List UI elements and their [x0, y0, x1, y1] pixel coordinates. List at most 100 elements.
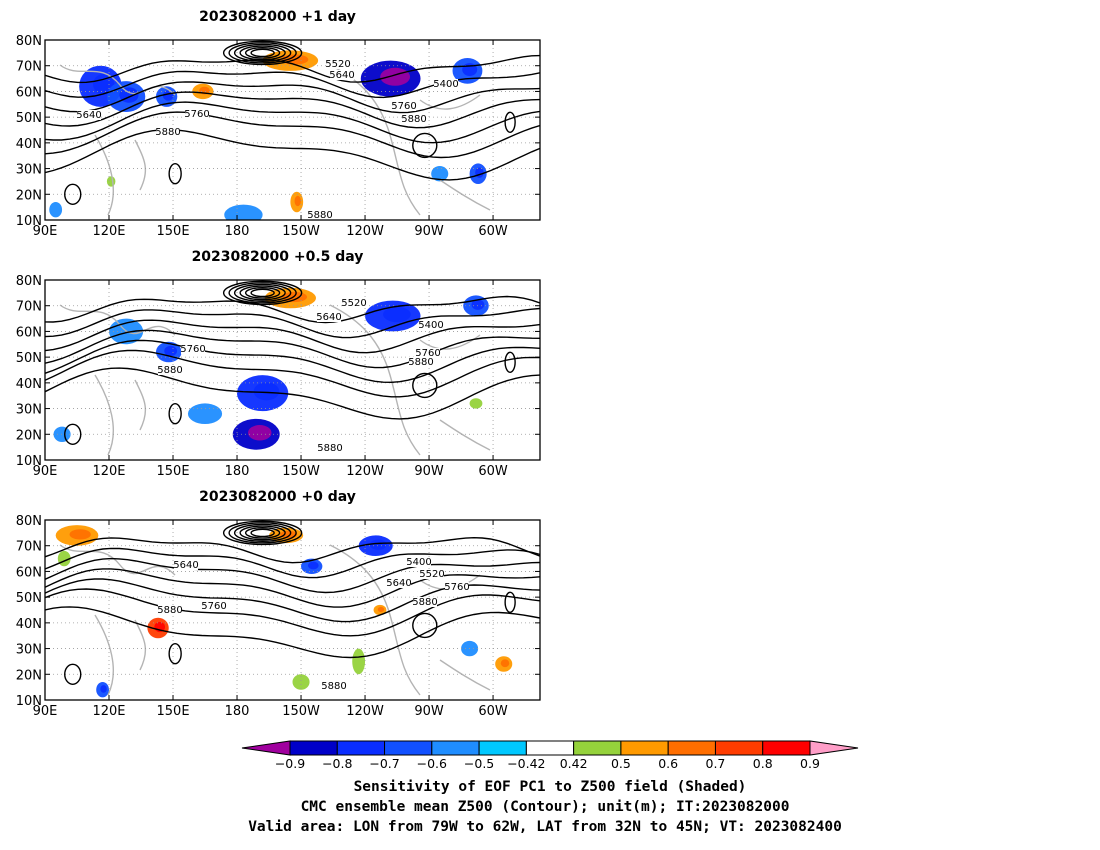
z500-low-contour: [244, 46, 281, 59]
z500-contour: [45, 91, 540, 129]
contour-label-bg: [392, 101, 416, 111]
sensitivity-shading: [53, 426, 71, 442]
x-tick-label: 180: [225, 464, 250, 479]
colorbar-label: −0.6: [417, 756, 447, 771]
contour-label-bg: [158, 365, 182, 375]
x-tick-label: 90E: [33, 464, 58, 479]
x-tick-label: 60W: [478, 224, 508, 239]
contour-label-bg: [181, 344, 205, 354]
y-tick-label: 70N: [16, 540, 42, 555]
x-tick-label: 150E: [157, 224, 190, 239]
contour-label: 5640: [173, 560, 198, 571]
z500-low-contour: [239, 285, 286, 301]
contour-label-bg: [409, 357, 433, 367]
contour-label-bg: [202, 601, 226, 611]
sensitivity-core: [377, 606, 385, 613]
z500-contour: [45, 111, 540, 159]
z500-contour: [45, 81, 540, 114]
map-panel-plus-1-day: 2023082000 +1 day55205640540057605880564…: [16, 9, 541, 239]
contour-label: 5760: [180, 344, 205, 355]
colorbar-label: −0.8: [322, 756, 352, 771]
z500-low-contour: [222, 520, 303, 546]
contour-label: 5880: [317, 443, 342, 454]
contour-label: 5640: [316, 312, 341, 323]
contour-label-bg: [77, 110, 101, 120]
contour-label-bg: [445, 582, 469, 592]
coastline: [94, 374, 115, 456]
x-tick-label: 150W: [282, 704, 320, 719]
contour-label: 5880: [321, 681, 346, 692]
colorbar-label: −0.7: [369, 756, 399, 771]
contour-label-bg: [185, 109, 209, 119]
coastline: [134, 139, 147, 191]
z500-contour: [45, 536, 540, 564]
contour-label-bg: [174, 560, 198, 570]
x-tick-label: 120E: [92, 224, 125, 239]
map-background: [45, 280, 540, 460]
z500-contour: [45, 568, 540, 608]
contour-label-bg: [326, 59, 350, 69]
z500-closed-contour: [504, 351, 516, 373]
z500-low-contour: [244, 526, 281, 539]
z500-closed-contour: [412, 612, 438, 639]
colorbar-box: [336, 740, 386, 756]
z500-contour: [45, 54, 540, 84]
contour-label: 5760: [391, 101, 416, 112]
coastline: [329, 544, 421, 696]
caption-line-1: Sensitivity of EOF PC1 to Z500 field (Sh…: [354, 779, 747, 795]
z500-low-contour: [239, 525, 286, 541]
z500-contour: [45, 349, 540, 398]
map-frame: [44, 519, 541, 701]
sensitivity-core: [248, 425, 272, 441]
z500-closed-contour: [64, 183, 82, 205]
contour-label: 5400: [406, 557, 431, 568]
y-tick-label: 40N: [16, 617, 42, 632]
sensitivity-shading: [352, 648, 366, 675]
sensitivity-shading: [224, 204, 263, 220]
sensitivity-core: [69, 529, 91, 540]
coastline: [329, 64, 421, 216]
z500-contour: [45, 128, 540, 181]
y-tick-label: 20N: [16, 668, 42, 683]
contour-label-bg: [434, 79, 458, 89]
colorbar-label: −0.42: [507, 756, 545, 771]
x-tick-label: 90E: [33, 224, 58, 239]
x-tick-label: 180: [225, 704, 250, 719]
contour-label-bg: [387, 578, 411, 588]
y-tick-label: 40N: [16, 377, 42, 392]
coastline: [419, 94, 481, 110]
contour-label: 5400: [433, 79, 458, 90]
contour-label-bg: [317, 312, 341, 322]
x-tick-label: 90W: [414, 224, 444, 239]
z500-contour: [45, 307, 540, 339]
contour-label: 5880: [401, 114, 426, 125]
x-tick-label: 120W: [346, 704, 384, 719]
colorbar-label: 0.9: [800, 756, 820, 771]
z500-contour: [45, 339, 540, 384]
contour-label: 5640: [386, 578, 411, 589]
z500-contour: [45, 367, 540, 420]
caption-line-2: CMC ensemble mean Z500 (Contour); unit(m…: [301, 799, 790, 815]
colorbar-box: [620, 740, 669, 756]
z500-contour: [45, 329, 540, 369]
y-tick-label: 50N: [16, 591, 42, 606]
colorbar-box: [667, 740, 716, 756]
panel-title: 2023082000 +0 day: [199, 489, 356, 505]
z500-closed-contour: [504, 111, 516, 133]
colorbar-box: [762, 740, 811, 756]
y-tick-label: 60N: [16, 325, 42, 340]
coastline: [94, 614, 115, 696]
panel-title: 2023082000 +1 day: [199, 9, 356, 25]
sensitivity-core: [93, 73, 115, 95]
z500-low-contour: [244, 286, 281, 299]
x-tick-label: 90E: [33, 704, 58, 719]
contour-label-bg: [402, 114, 426, 124]
contour-label: 5880: [157, 365, 182, 376]
y-tick-label: 40N: [16, 137, 42, 152]
contour-label: 5520: [325, 59, 350, 70]
z500-closed-contour: [412, 372, 438, 399]
z500-closed-contour: [64, 663, 82, 685]
x-tick-label: 60W: [478, 704, 508, 719]
x-tick-label: 150E: [157, 464, 190, 479]
z500-low-contour: [233, 523, 292, 542]
